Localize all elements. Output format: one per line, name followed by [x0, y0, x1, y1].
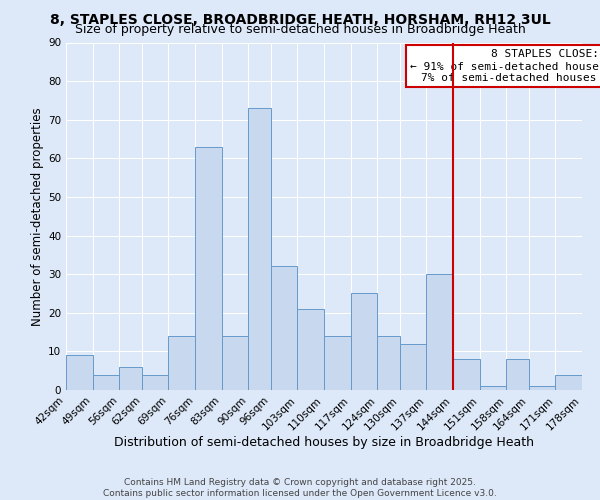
Bar	[169, 336, 195, 390]
Bar	[298, 309, 324, 390]
Bar	[119, 367, 142, 390]
X-axis label: Distribution of semi-detached houses by size in Broadbridge Heath: Distribution of semi-detached houses by …	[114, 436, 534, 449]
Bar	[556, 374, 582, 390]
Text: 8 STAPLES CLOSE: 142sqm
← 91% of semi-detached houses are smaller (308)
7% of se: 8 STAPLES CLOSE: 142sqm ← 91% of semi-de…	[410, 50, 600, 82]
Bar	[248, 108, 271, 390]
Bar	[377, 336, 400, 390]
Bar	[324, 336, 350, 390]
Text: Contains HM Land Registry data © Crown copyright and database right 2025.
Contai: Contains HM Land Registry data © Crown c…	[103, 478, 497, 498]
Bar	[529, 386, 556, 390]
Bar	[453, 359, 479, 390]
Text: 8, STAPLES CLOSE, BROADBRIDGE HEATH, HORSHAM, RH12 3UL: 8, STAPLES CLOSE, BROADBRIDGE HEATH, HOR…	[50, 12, 550, 26]
Bar	[479, 386, 506, 390]
Bar	[195, 147, 221, 390]
Bar	[506, 359, 529, 390]
Bar	[271, 266, 298, 390]
Bar	[221, 336, 248, 390]
Y-axis label: Number of semi-detached properties: Number of semi-detached properties	[31, 107, 44, 326]
Bar	[427, 274, 453, 390]
Bar	[92, 374, 119, 390]
Bar	[142, 374, 169, 390]
Text: Size of property relative to semi-detached houses in Broadbridge Heath: Size of property relative to semi-detach…	[74, 22, 526, 36]
Bar	[66, 355, 92, 390]
Bar	[400, 344, 427, 390]
Bar	[350, 294, 377, 390]
